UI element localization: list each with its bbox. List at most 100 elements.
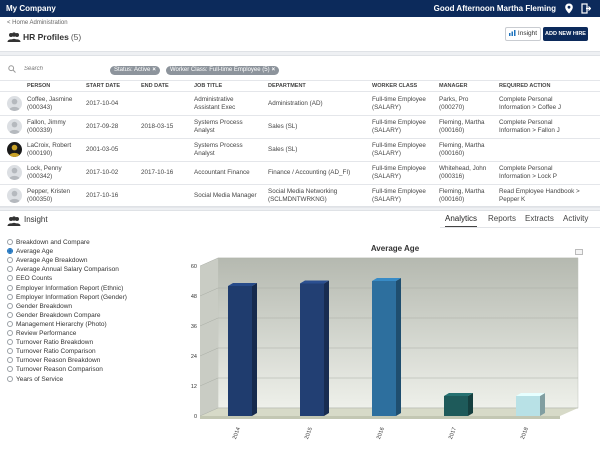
table-row[interactable]: Pepper, Kristen (000350) 2017-10-16 Social …	[0, 185, 600, 207]
greeting: Good Afternoon Martha Fleming	[433, 4, 556, 13]
manager-detail: (000160)	[439, 127, 465, 134]
column-header-required-action[interactable]: REQUIRED ACTION	[499, 83, 551, 89]
bar-side	[252, 283, 257, 416]
report-option[interactable]: Years of Service	[7, 375, 63, 383]
report-option-label: Turnover Ratio Breakdown	[16, 339, 94, 347]
person-id: (000190)	[27, 150, 53, 157]
filter-chip-status[interactable]: Status: Active ×	[110, 66, 160, 75]
close-icon[interactable]: ×	[271, 67, 276, 73]
radio[interactable]	[7, 275, 13, 282]
y-tick-label: 60	[191, 264, 197, 270]
location-pin-icon[interactable]	[564, 3, 574, 14]
table-row[interactable]: Lock, Penny (000342) 2017-10-02 2017-10-16 A…	[0, 162, 600, 184]
y-tick-label: 48	[191, 294, 197, 300]
report-option[interactable]: Employer Information Report (Gender)	[7, 293, 127, 301]
x-tick-label: 2014	[232, 427, 242, 441]
page-title: HR Profiles (5)	[23, 32, 81, 42]
chart-menu-icon[interactable]	[575, 249, 583, 255]
radio[interactable]	[7, 366, 13, 373]
start-date: 2017-10-04	[86, 100, 119, 107]
radio[interactable]	[7, 320, 13, 327]
divider	[0, 138, 600, 139]
report-option[interactable]: Average Age Breakdown	[7, 257, 87, 264]
radio[interactable]	[7, 302, 13, 309]
tab-analytics[interactable]: Analytics	[445, 214, 478, 227]
radio[interactable]	[7, 293, 13, 300]
report-option[interactable]: Gender Breakdown	[7, 302, 72, 310]
radio[interactable]	[7, 257, 13, 264]
avatar	[7, 96, 22, 111]
filter-chip-worker-class[interactable]: Worker Class: Full-time Employee (5) ×	[166, 66, 280, 75]
radio[interactable]	[7, 339, 13, 346]
x-tick-label: 2018	[520, 427, 530, 441]
radio[interactable]	[7, 330, 13, 336]
gridline	[199, 407, 219, 417]
radio-selected[interactable]	[7, 248, 13, 255]
report-option-label: Employer Information Report (Gender)	[16, 293, 127, 301]
radio[interactable]	[7, 375, 13, 382]
manager: Parks, Pro	[439, 96, 469, 103]
end-date: 2017-10-16	[141, 169, 174, 176]
column-header-start-date[interactable]: START DATE	[86, 83, 121, 89]
column-header-person[interactable]: PERSON	[27, 83, 51, 89]
radio[interactable]	[7, 239, 13, 245]
report-option-label: Turnover Ratio Comparison	[16, 348, 96, 356]
column-header-department[interactable]: DEPARTMENT	[268, 83, 306, 89]
table-row[interactable]: Fallon, Jimmy (000339) 2017-09-28 2018-03-1…	[0, 116, 600, 138]
close-icon[interactable]: ×	[152, 67, 156, 73]
bar	[372, 281, 396, 416]
report-option[interactable]: Employer Information Report (Ethnic)	[7, 284, 123, 292]
insight-button[interactable]: Insight	[505, 27, 541, 41]
report-option[interactable]: Turnover Reason Comparison	[7, 366, 103, 373]
worker-class-detail: (SALARY)	[372, 104, 401, 111]
chart-title: Average Age	[370, 244, 420, 253]
department: Social Media Networking	[268, 188, 338, 195]
profile-count: (5)	[70, 32, 82, 42]
avatar	[7, 142, 22, 157]
radio[interactable]	[7, 284, 13, 291]
column-header-manager[interactable]: MANAGER	[439, 83, 468, 89]
x-tick-label: 2017	[448, 427, 458, 441]
report-option-label: EEO Counts	[16, 275, 53, 283]
table-row[interactable]: LaCroix, Robert (000190) 2001-03-05 Systems…	[0, 139, 600, 161]
brand-name[interactable]: My Company	[6, 4, 56, 13]
report-option[interactable]: Review Performance	[7, 330, 76, 337]
column-header-job-title[interactable]: JOB TITLE	[194, 83, 223, 89]
breadcrumb[interactable]: < Home Administration	[7, 20, 68, 26]
page-header: < Home Administration HR Profiles (5) Ins…	[0, 17, 600, 52]
department-detail: (SCLMDNTWRKNG)	[268, 196, 327, 203]
table-row[interactable]: Coffee, Jasmine (000343) 2017-10-04 Adminis…	[0, 93, 600, 115]
radio[interactable]	[7, 357, 13, 364]
report-option[interactable]: Average Annual Salary Comparison	[7, 266, 119, 273]
radio[interactable]	[7, 348, 13, 355]
report-option[interactable]: Average Age	[7, 248, 53, 255]
divider	[0, 91, 600, 92]
gridline	[199, 347, 219, 357]
chart-side-wall	[200, 258, 218, 416]
tab-activity[interactable]: Activity	[563, 214, 589, 223]
manager-detail: (000160)	[439, 196, 465, 203]
required-action: Read Employee Handbook >	[499, 188, 580, 195]
radio[interactable]	[7, 311, 13, 318]
job-title: Systems Process	[194, 142, 243, 149]
report-option[interactable]: Turnover Ratio Breakdown	[7, 339, 93, 346]
required-action-detail: Pepper K	[499, 196, 526, 203]
search-input[interactable]	[24, 63, 94, 75]
report-option[interactable]: Breakdown and Compare	[7, 239, 90, 246]
report-option[interactable]: EEO Counts	[7, 275, 52, 282]
logout-icon[interactable]	[581, 3, 591, 14]
report-option[interactable]: Turnover Ratio Comparison	[7, 348, 96, 355]
add-new-hire-button[interactable]: ADD NEW HIRE	[543, 27, 588, 41]
divider	[0, 161, 600, 162]
bar-top	[372, 278, 401, 281]
report-option[interactable]: Management Hierarchy (Photo)	[7, 320, 107, 328]
column-header-worker-class[interactable]: WORKER CLASS	[372, 83, 418, 89]
report-option[interactable]: Turnover Reason Breakdown	[7, 357, 100, 364]
tab-reports[interactable]: Reports	[488, 214, 517, 223]
report-option-label: Average Age Breakdown	[16, 257, 88, 265]
person-name: Coffee, Jasmine	[27, 96, 73, 103]
report-option[interactable]: Gender Breakdown Compare	[7, 311, 101, 319]
column-header-end-date[interactable]: END DATE	[141, 83, 169, 89]
tab-extracts[interactable]: Extracts	[525, 214, 554, 223]
radio[interactable]	[7, 266, 13, 273]
